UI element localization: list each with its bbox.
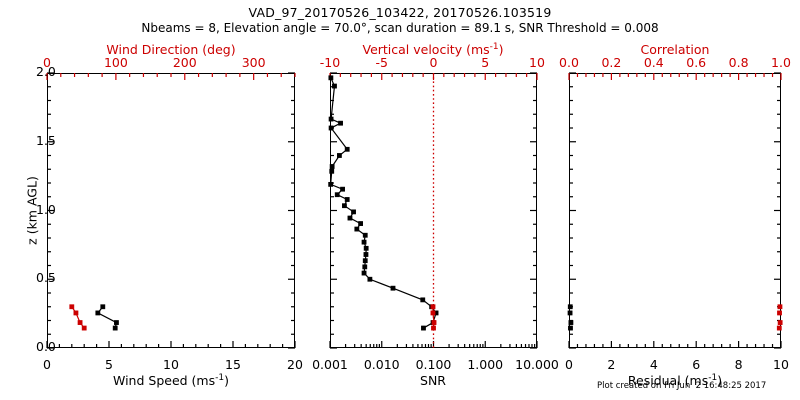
panel1-top-xtick-0: 0 <box>43 55 51 70</box>
datapoint-snr-18 <box>362 232 368 238</box>
datapoint-residual-3 <box>568 325 573 331</box>
panel1-xtick-1: 5 <box>105 357 113 372</box>
datapoint-snr-21 <box>363 252 369 257</box>
datapoint-residual-2 <box>568 320 574 325</box>
datapoint-snr-19 <box>361 239 367 245</box>
panel1-xtick-4: 20 <box>287 357 303 372</box>
panel2-xtick-3: 1.000 <box>467 357 504 372</box>
datapoint-snr-31 <box>421 325 426 331</box>
panel2-top-xtick-1: -5 <box>375 55 388 70</box>
datapoint-wind-speed-3 <box>112 325 118 331</box>
datapoint-snr-20 <box>363 245 369 251</box>
panel2-xtick-4: 10.000 <box>515 357 559 372</box>
datapoint-snr-11 <box>334 192 340 198</box>
panel1-xtick-3: 15 <box>225 357 241 372</box>
datapoint-snr-7 <box>329 164 335 169</box>
panel3-top-xtick-2: 0.4 <box>643 55 664 70</box>
panel3-top-xtick-4: 0.8 <box>728 55 749 70</box>
datapoint-correlation-3 <box>776 325 782 331</box>
panel2-top-xtick-0: -10 <box>319 55 341 70</box>
panel2-top-xtick-4: 10 <box>529 55 545 70</box>
datapoint-snr-25 <box>367 276 373 282</box>
panel1-top-xtick-3: 300 <box>241 55 266 70</box>
datapoint-snr-9 <box>328 181 334 187</box>
y-tick-1: 0.5 <box>36 270 56 286</box>
datapoint-vertical-velocity-2 <box>431 320 437 325</box>
panel1-top-xlabel: Wind Direction (deg) <box>106 42 236 57</box>
panel2-xtick-0: 0.001 <box>312 357 348 372</box>
datapoint-snr-3 <box>338 120 343 126</box>
panel2-xtick-1: 0.010 <box>363 357 400 372</box>
datapoint-vertical-velocity-3 <box>431 325 436 331</box>
y-tick-3: 1.5 <box>36 132 56 148</box>
datapoint-snr-27 <box>420 297 426 303</box>
panel1-top-xtick-1: 100 <box>103 55 128 70</box>
datapoint-correlation-0 <box>777 304 783 310</box>
y-tick-0: 0.0 <box>36 339 56 354</box>
panel3-xtick-4: 8 <box>734 357 743 372</box>
panel3-top-xlabel: Correlation <box>640 42 710 57</box>
datapoint-snr-2 <box>328 116 334 122</box>
datapoint-snr-15 <box>347 215 353 221</box>
datapoint-vertical-velocity-0 <box>430 304 436 310</box>
datapoint-snr-0 <box>328 75 334 81</box>
datapoint-snr-6 <box>337 153 342 158</box>
panel3-xtick-5: 10 <box>773 357 789 372</box>
datapoint-wind-direction-2 <box>77 320 83 325</box>
figure-subtitle: Nbeams = 8, Elevation angle = 70.0°, sca… <box>141 21 659 35</box>
datapoint-snr-22 <box>362 258 368 264</box>
datapoint-snr-17 <box>354 226 360 232</box>
datapoint-snr-1 <box>332 83 337 89</box>
panel1-top-xtick-2: 200 <box>172 55 197 70</box>
datapoint-vertical-velocity-1 <box>430 310 436 316</box>
datapoint-snr-8 <box>329 168 335 174</box>
datapoint-snr-26 <box>390 285 396 291</box>
panel3-xlabel: Residual (ms-1) <box>627 373 723 389</box>
datapoint-snr-23 <box>362 264 368 270</box>
datapoint-wind-speed-2 <box>114 320 119 325</box>
panel1-xtick-0: 0 <box>43 357 51 372</box>
datapoint-residual-0 <box>567 304 573 310</box>
figure-title: VAD_97_20170526_103422, 20170526.103519 <box>248 5 552 20</box>
panel2-top-xtick-2: 0 <box>429 55 438 70</box>
y-tick-2: 1.0 <box>36 201 56 217</box>
panel3-top-xtick-3: 0.6 <box>686 55 707 70</box>
panel3-xtick-2: 4 <box>649 357 658 372</box>
panel3-top-xtick-5: 1.0 <box>771 55 791 70</box>
datapoint-snr-12 <box>344 197 350 202</box>
panel1-xtick-2: 10 <box>163 357 179 372</box>
datapoint-wind-speed-1 <box>95 310 101 316</box>
panel2-xlabel: SNR <box>420 373 446 388</box>
panel2-top-xlabel: Vertical velocity (ms-1) <box>362 42 504 58</box>
datapoint-wind-direction-3 <box>81 325 87 331</box>
datapoint-wind-speed-0 <box>100 304 106 310</box>
panel2-xtick-2: 0.100 <box>415 357 452 372</box>
panel3-xtick-1: 2 <box>607 357 616 372</box>
datapoint-snr-24 <box>361 270 367 276</box>
panel1-xlabel: Wind Speed (ms-1) <box>113 373 229 389</box>
datapoint-wind-direction-1 <box>73 310 79 316</box>
datapoint-snr-10 <box>340 186 345 192</box>
y-tick-4: 2.0 <box>36 64 56 79</box>
panel3-top-xtick-0: 0.0 <box>559 55 579 70</box>
datapoint-snr-16 <box>358 221 363 226</box>
datapoint-snr-13 <box>342 203 347 209</box>
datapoint-correlation-1 <box>777 310 782 316</box>
panel2-top-xtick-3: 5 <box>481 55 490 70</box>
panel3-top-xtick-1: 0.2 <box>601 55 622 70</box>
datapoint-wind-direction-0 <box>69 304 75 310</box>
panel3-xtick-0: 0 <box>565 357 573 372</box>
panel3-xtick-3: 6 <box>692 357 701 372</box>
datapoint-residual-1 <box>567 310 573 316</box>
datapoint-snr-4 <box>328 125 334 131</box>
datapoint-snr-5 <box>344 146 350 152</box>
plot-credit: Plot created on Fri Jun 2 16:48:25 2017 <box>597 381 767 391</box>
datapoint-correlation-2 <box>777 320 783 325</box>
datapoint-snr-14 <box>351 209 356 215</box>
